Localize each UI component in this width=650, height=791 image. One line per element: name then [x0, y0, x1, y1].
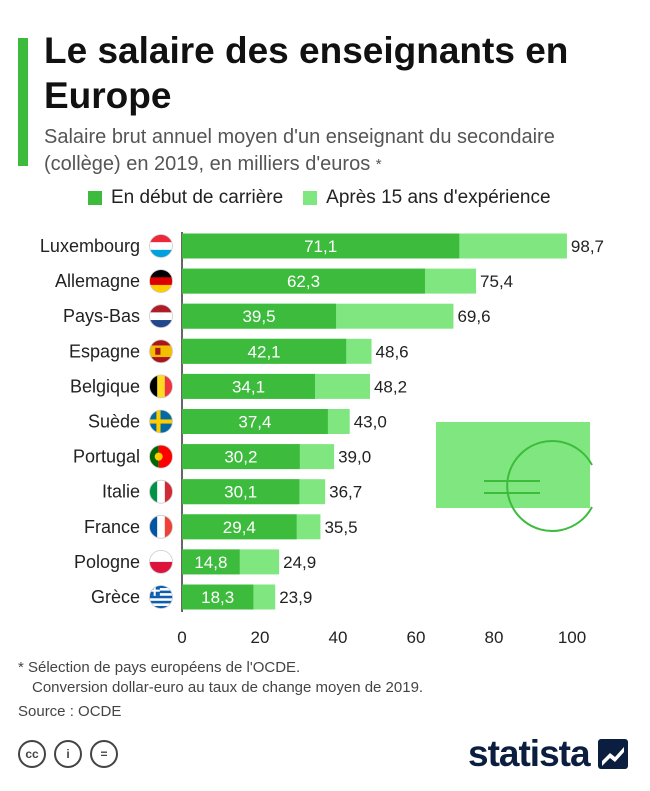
category-label: Italie — [102, 482, 140, 502]
category-label: Luxembourg — [40, 236, 140, 256]
france-flag-icon — [149, 515, 173, 539]
footnote-line-1: * Sélection de pays européens de l'OCDE. — [18, 659, 301, 676]
data-label-start: 18,3 — [201, 588, 234, 607]
bar-start — [182, 338, 347, 364]
data-label-start: 39,5 — [242, 307, 275, 326]
legend-swatch-start — [88, 191, 102, 205]
belgium-flag-icon — [149, 374, 173, 398]
cc-icon[interactable]: cc — [18, 740, 46, 768]
italy-flag-icon — [149, 480, 173, 504]
germany-flag-icon-outline — [149, 269, 173, 294]
data-label-experienced: 24,9 — [283, 553, 316, 572]
bar-start — [182, 479, 300, 505]
category-label: Espagne — [69, 341, 140, 361]
portugal-flag-icon-outline — [149, 444, 173, 469]
poland-flag-icon — [149, 550, 173, 574]
source-note: Source : OCDE — [18, 703, 122, 720]
data-label-experienced: 43,0 — [354, 413, 387, 432]
page-title: Le salaire des enseignants en Europe — [44, 30, 569, 116]
netherlands-flag-icon-outline — [149, 304, 173, 329]
italy-flag-icon-outline — [149, 479, 173, 504]
category-label: Portugal — [73, 447, 140, 467]
bar-start — [182, 584, 254, 610]
data-label-start: 34,1 — [232, 377, 265, 396]
page-subtitle: Salaire brut annuel moyen d'un enseignan… — [44, 124, 634, 178]
data-label-experienced: 48,6 — [376, 342, 409, 361]
bar-start — [182, 268, 425, 294]
legend-swatch-experienced — [303, 191, 318, 205]
footnote: * Sélection de pays européens de l'OCDE.… — [18, 658, 423, 722]
category-label: Pays-Bas — [63, 306, 140, 326]
data-label-experienced: 75,4 — [480, 272, 513, 291]
legend-label-start: En début de carrière — [111, 187, 284, 208]
greece-flag-icon-outline — [149, 585, 173, 609]
data-label-start: 29,4 — [223, 518, 256, 537]
subtitle-text: Salaire brut annuel moyen d'un enseignan… — [44, 126, 555, 175]
belgium-flag-icon-outline — [149, 374, 173, 399]
netherlands-flag-icon — [149, 304, 173, 328]
spain-flag-icon-outline — [149, 339, 173, 364]
license-icons: cc i = — [18, 740, 126, 768]
sweden-flag-icon-outline — [149, 409, 173, 434]
france-flag-icon-outline — [149, 514, 173, 539]
data-label-start: 30,1 — [224, 483, 257, 502]
no-derivatives-icon[interactable]: = — [90, 740, 118, 768]
legend-item-experienced: Après 15 ans d'expérience — [303, 187, 551, 209]
data-label-start: 42,1 — [248, 342, 281, 361]
data-label-experienced: 98,7 — [571, 237, 604, 256]
luxembourg-flag-icon-outline — [149, 234, 173, 258]
germany-flag-icon — [149, 269, 173, 293]
chart-legend: En début de carrière Après 15 ans d'expé… — [88, 187, 571, 209]
bar-start — [182, 549, 240, 575]
data-label-experienced: 36,7 — [329, 483, 362, 502]
accent-bar — [18, 38, 28, 166]
data-label-start: 14,8 — [194, 553, 227, 572]
category-label: France — [84, 517, 140, 537]
category-label: Pologne — [74, 552, 140, 572]
category-label: Allemagne — [55, 271, 140, 291]
statista-wordmark: statista — [468, 733, 591, 774]
legend-item-start: En début de carrière — [88, 187, 283, 209]
data-label-experienced: 48,2 — [374, 377, 407, 396]
euro-symbol-curve — [506, 440, 593, 532]
subtitle-footnote-mark: * — [375, 156, 382, 173]
data-label-experienced: 35,5 — [324, 518, 357, 537]
x-tick-label: 100 — [558, 628, 586, 647]
luxembourg-flag-icon — [149, 234, 173, 258]
greece-flag-icon — [149, 585, 173, 609]
bar-start — [182, 409, 328, 434]
category-label: Belgique — [70, 376, 140, 396]
bar-chart: 71,1 98,7 Luxembourg 62,3 75,4 Allemagne 39,5 6… — [40, 232, 604, 647]
x-tick-label: 40 — [329, 628, 348, 647]
bar-start — [182, 303, 337, 329]
category-label: Grèce — [91, 587, 140, 607]
bar-start — [182, 514, 297, 540]
poland-flag-icon-outline — [149, 550, 173, 574]
bar-start — [182, 444, 300, 470]
spain-flag-icon — [149, 339, 173, 363]
legend-label-experienced: Après 15 ans d'expérience — [326, 187, 551, 208]
data-label-start: 37,4 — [238, 413, 271, 432]
bar-start — [182, 233, 460, 259]
data-label-start: 30,2 — [224, 448, 257, 467]
statista-logo-icon — [597, 739, 628, 769]
sweden-flag-icon — [149, 410, 173, 433]
data-label-experienced: 69,6 — [457, 307, 490, 326]
data-label-start: 62,3 — [287, 272, 320, 291]
category-label: Suède — [88, 412, 140, 432]
x-tick-label: 20 — [251, 628, 270, 647]
data-label-experienced: 39,0 — [338, 448, 371, 467]
x-tick-label: 80 — [485, 628, 504, 647]
x-tick-label: 60 — [407, 628, 426, 647]
data-label-start: 71,1 — [304, 237, 337, 256]
data-label-experienced: 23,9 — [279, 588, 312, 607]
attribution-icon[interactable]: i — [54, 740, 82, 768]
statista-logo[interactable]: statista — [468, 733, 628, 775]
x-tick-label: 0 — [177, 628, 186, 647]
footnote-line-2: Conversion dollar-euro au taux de change… — [32, 679, 424, 696]
portugal-flag-icon — [149, 445, 173, 469]
bar-start — [182, 373, 315, 399]
